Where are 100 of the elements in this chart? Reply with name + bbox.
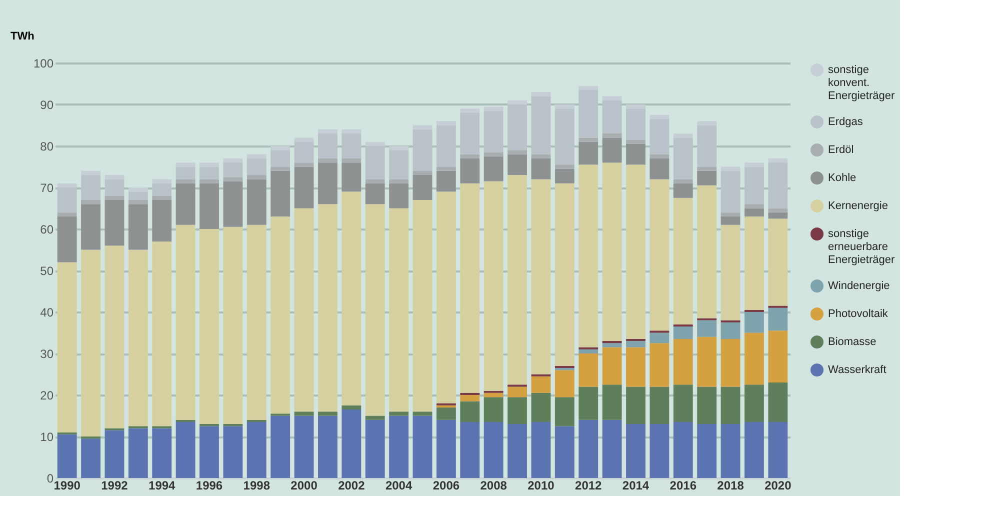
- bar: [626, 164, 646, 339]
- bar: [246, 179, 266, 225]
- bar: [531, 392, 551, 422]
- bar: [720, 424, 740, 478]
- bar: [460, 401, 480, 422]
- bar: [460, 154, 480, 158]
- bar: [626, 424, 646, 478]
- bar: [57, 434, 77, 478]
- bar: [697, 424, 717, 478]
- bar: [104, 246, 124, 428]
- bar: [508, 150, 527, 154]
- bar: [697, 320, 717, 337]
- bar: [531, 422, 551, 478]
- x-tick-label: 2008: [480, 478, 508, 492]
- bar: [626, 338, 646, 342]
- bar: [436, 166, 456, 171]
- bar: [697, 170, 717, 186]
- legend-label: sonstige erneuerbare Energieträger: [828, 228, 895, 266]
- bar: [176, 183, 196, 225]
- bar: [626, 144, 646, 165]
- bar: [436, 420, 456, 478]
- bar: [318, 204, 338, 412]
- bar: [744, 422, 764, 478]
- bar: [720, 386, 740, 424]
- bar: [81, 204, 100, 250]
- bar: [176, 166, 196, 180]
- bar: [412, 416, 432, 478]
- bar: [744, 208, 764, 217]
- bar: [200, 166, 219, 180]
- bar: [484, 110, 504, 152]
- bar: [650, 386, 670, 424]
- bar: [57, 212, 77, 217]
- bar: [602, 343, 622, 348]
- bar: [578, 349, 598, 354]
- bar: [554, 183, 574, 366]
- bar: [318, 158, 338, 163]
- bar: [104, 200, 124, 246]
- bar: [720, 224, 740, 320]
- bar: [626, 108, 646, 140]
- bar: [602, 100, 622, 134]
- bar: [81, 250, 100, 436]
- bar: [389, 412, 409, 416]
- y-tick-label: 70: [40, 181, 54, 195]
- y-tick-label: 50: [40, 264, 54, 278]
- bar: [389, 416, 409, 478]
- x-tick-label: 1992: [101, 478, 128, 492]
- bar: [57, 262, 77, 432]
- bar: [318, 134, 338, 158]
- bar: [768, 162, 788, 208]
- bar: [650, 332, 670, 344]
- bar: [246, 422, 266, 478]
- bar: [484, 392, 504, 398]
- bar: [436, 125, 456, 167]
- bar: [578, 354, 598, 387]
- bar: [342, 410, 362, 478]
- bar: [342, 192, 362, 406]
- bar: [744, 204, 764, 208]
- x-tick-label: 2004: [385, 478, 412, 492]
- bar: [697, 336, 717, 387]
- x-tick-label: 2000: [290, 478, 318, 492]
- bar: [389, 208, 409, 412]
- bar: [389, 183, 409, 208]
- bar: [57, 216, 77, 262]
- bar: [578, 138, 598, 142]
- bar: [342, 405, 362, 410]
- bar: [650, 424, 670, 478]
- bar: [578, 90, 598, 138]
- y-axis-title: TWh: [10, 30, 35, 42]
- legend-label: sonstige konvent. Energieträger: [828, 64, 895, 102]
- bar: [650, 179, 670, 331]
- bar: [460, 395, 480, 402]
- y-tick-label: 30: [40, 347, 54, 361]
- bar: [673, 179, 693, 184]
- bar: [673, 326, 693, 339]
- bar: [673, 422, 693, 478]
- y-tick-label: 100: [33, 56, 54, 70]
- bar: [650, 154, 670, 158]
- bar: [270, 150, 290, 167]
- bar: [270, 170, 290, 217]
- bar: [294, 412, 314, 416]
- bar: [650, 343, 670, 387]
- bar: [128, 250, 148, 426]
- bar: [744, 384, 764, 422]
- bar: [104, 179, 124, 196]
- bar: [768, 208, 788, 212]
- bar: [318, 162, 338, 204]
- bar: [673, 138, 693, 180]
- bar: [223, 177, 243, 182]
- bar: [342, 162, 362, 192]
- bar: [508, 175, 527, 385]
- bar: [484, 397, 504, 422]
- x-tick-label: 2016: [670, 478, 697, 492]
- bar: [554, 164, 574, 169]
- bar: [81, 200, 100, 204]
- bar: [152, 428, 172, 478]
- bar: [176, 179, 196, 184]
- bar: [318, 416, 338, 478]
- bar: [673, 338, 693, 385]
- x-tick-label: 1990: [54, 478, 81, 492]
- legend-label: Wasserkraft: [828, 364, 886, 376]
